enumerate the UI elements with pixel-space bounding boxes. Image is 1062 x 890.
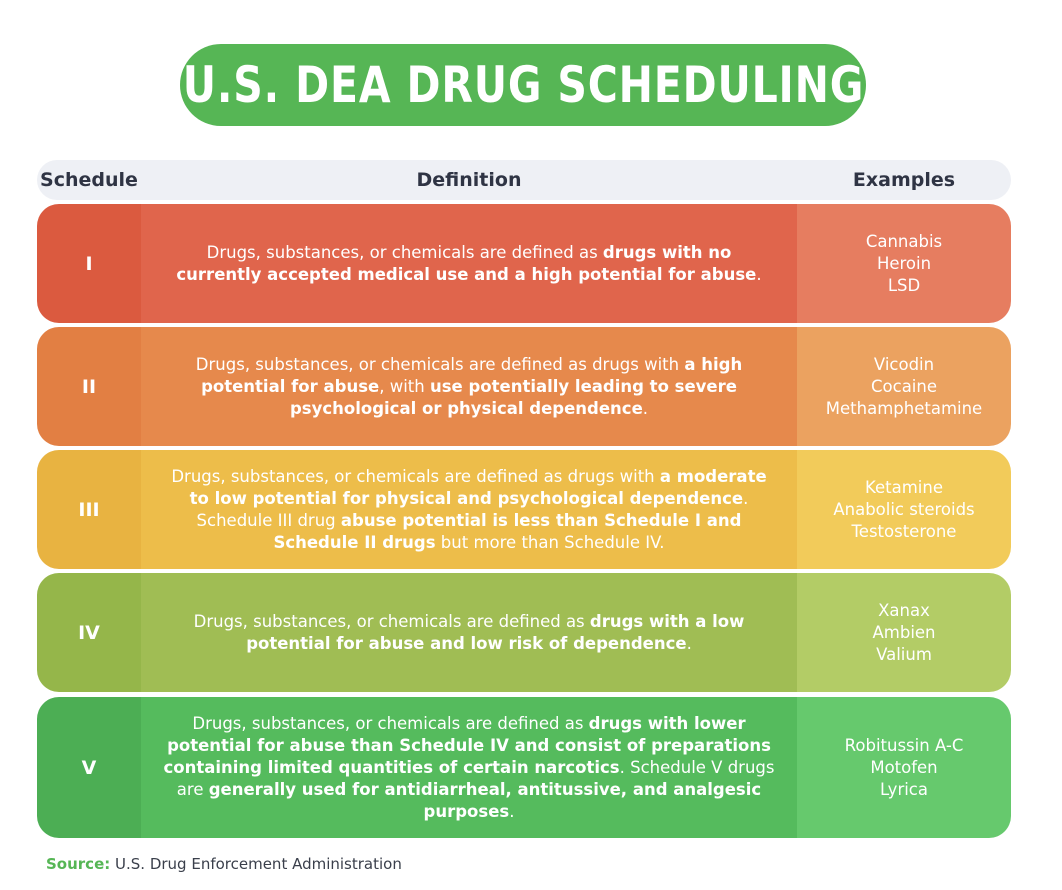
definition-emphasis: drugs with no currently accepted medical… xyxy=(176,242,757,284)
schedule-number: II xyxy=(37,327,141,446)
schedule-examples: Vicodin Cocaine Methamphetamine xyxy=(797,327,1011,446)
definition-text: , with xyxy=(379,376,430,396)
example-item: Heroin xyxy=(876,253,932,273)
schedule-examples: Robitussin A-C Motofen Lyrica xyxy=(797,697,1011,838)
definition-emphasis: use potentially leading to severe psycho… xyxy=(289,376,737,418)
definition-text: but more than Schedule IV. xyxy=(435,532,665,552)
example-item: Methamphetamine xyxy=(825,398,983,418)
source-label: Source: xyxy=(46,855,111,873)
definition-text: Drugs, substances, or chemicals are defi… xyxy=(171,466,660,486)
example-item: LSD xyxy=(887,275,921,295)
table-row: II Drugs, substances, or chemicals are de… xyxy=(37,327,1011,446)
definition-text: Drugs, substances, or chemicals are defi… xyxy=(192,713,589,733)
definition-text: . xyxy=(642,398,649,418)
definition-emphasis: abuse potential is less than Schedule I … xyxy=(273,510,742,552)
header-definition: Definition xyxy=(416,169,522,191)
schedule-examples: Cannabis Heroin LSD xyxy=(797,204,1011,323)
definition-emphasis: generally used for antidiarrheal, antitu… xyxy=(208,779,762,821)
example-item: Ambien xyxy=(872,622,936,642)
schedule-number: IV xyxy=(37,573,141,692)
definition-text: Drugs, substances, or chemicals are defi… xyxy=(193,611,590,631)
definition-text: . Schedule V drugs are xyxy=(176,757,775,799)
definition-text: . xyxy=(509,801,515,821)
example-item: Lyrica xyxy=(880,779,928,799)
definition-text: Drugs, substances, or chemicals are defi… xyxy=(206,242,603,262)
definition-emphasis: a moderate to low potential for physical… xyxy=(189,466,767,508)
schedule-examples: Ketamine Anabolic steroids Testosterone xyxy=(797,450,1011,569)
example-item: Testosterone xyxy=(851,521,957,541)
schedule-definition: Drugs, substances, or chemicals are defi… xyxy=(141,327,797,446)
table-row: I Drugs, substances, or chemicals are def… xyxy=(37,204,1011,323)
schedule-examples: Xanax Ambien Valium xyxy=(797,573,1011,692)
table-header: Schedule Definition Examples xyxy=(37,160,1011,200)
example-item: Valium xyxy=(876,644,932,664)
example-item: Ketamine xyxy=(865,477,943,497)
definition-text: . Schedule III drug xyxy=(196,488,749,530)
title-banner: U.S. DEA DRUG SCHEDULING xyxy=(180,44,866,126)
definition-emphasis: a high potential for abuse xyxy=(201,354,743,396)
source-note: Source: U.S. Drug Enforcement Administra… xyxy=(46,855,402,873)
definition-text: . xyxy=(756,264,762,284)
schedule-definition: Drugs, substances, or chemicals are defi… xyxy=(141,204,797,323)
definition-text: Drugs, substances, or chemicals are defi… xyxy=(195,354,685,374)
definition-emphasis: drugs with a low potential for abuse and… xyxy=(246,611,745,653)
schedule-definition: Drugs, substances, or chemicals are defi… xyxy=(141,450,797,569)
table-row: III Drugs, substances, or chemicals are d… xyxy=(37,450,1011,569)
header-examples: Examples xyxy=(852,169,956,191)
source-text: U.S. Drug Enforcement Administration xyxy=(110,855,402,873)
example-item: Vicodin xyxy=(873,354,935,374)
example-item: Cocaine xyxy=(871,376,937,396)
page-title: U.S. DEA DRUG SCHEDULING xyxy=(182,56,864,114)
table-row: IV Drugs, substances, or chemicals are de… xyxy=(37,573,1011,692)
definition-text: . xyxy=(686,633,692,653)
example-item: Cannabis xyxy=(865,231,943,251)
definition-emphasis: drugs with lower potential for abuse tha… xyxy=(163,713,771,777)
schedule-number: I xyxy=(37,204,141,323)
schedule-definition: Drugs, substances, or chemicals are defi… xyxy=(141,697,797,838)
table-row: V Drugs, substances, or chemicals are def… xyxy=(37,697,1011,838)
schedule-definition: Drugs, substances, or chemicals are defi… xyxy=(141,573,797,692)
example-item: Robitussin A-C xyxy=(844,735,964,755)
example-item: Xanax xyxy=(878,600,930,620)
example-item: Anabolic steroids xyxy=(833,499,975,519)
example-item: Motofen xyxy=(870,757,938,777)
schedule-number: III xyxy=(37,450,141,569)
schedule-number: V xyxy=(37,697,141,838)
header-schedule: Schedule xyxy=(40,169,138,191)
